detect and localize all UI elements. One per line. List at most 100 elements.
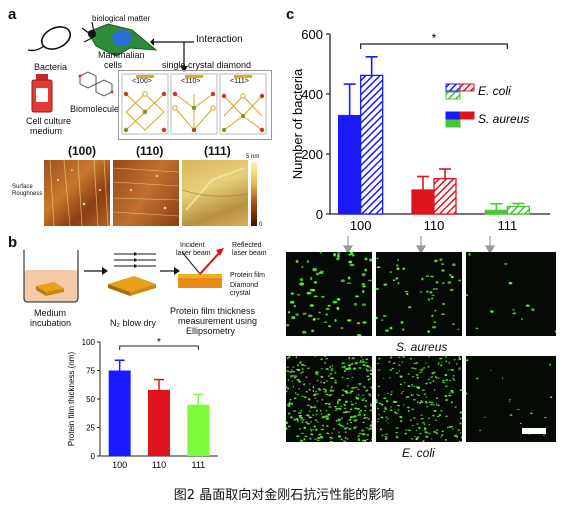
micrograph-s-aureus-111 <box>466 252 556 336</box>
incubation-label: incubation <box>30 318 72 328</box>
cell-culture-label: Cell culture <box>26 116 72 126</box>
bacteria-dots <box>466 359 553 436</box>
crystal-structure-box <box>118 70 272 140</box>
cells-label: cells <box>104 60 123 70</box>
protein-film-label: Protein film <box>230 272 266 279</box>
colorbar-bottom-label: 0 <box>259 222 263 228</box>
y-tick-label: 25 <box>86 424 95 433</box>
orientation-100-label: <100> <box>132 78 152 85</box>
x-tick-label: 100 <box>112 460 127 470</box>
y-tick-label: 0 <box>91 452 96 461</box>
bacteria-dots <box>286 356 372 442</box>
bar-ecoli-111 <box>506 205 530 215</box>
s-aureus-caption: S. aureus <box>396 340 448 354</box>
legend-swatch <box>459 83 475 92</box>
measurement-label-1: Protein film thickness <box>170 306 256 316</box>
beaker-icon <box>23 250 79 303</box>
legend-swatch <box>445 91 461 100</box>
afm-image-110 <box>113 160 179 226</box>
afm-image-100 <box>44 160 110 226</box>
process-arrow-icon-2 <box>160 267 180 275</box>
crystal-label: crystal <box>230 290 251 297</box>
chart-to-image-arrows <box>342 236 496 254</box>
micrograph-e-coli-100 <box>286 356 372 442</box>
y-tick-label: 75 <box>86 367 95 376</box>
bacteria-dots <box>466 253 556 333</box>
reflected-label: Reflected <box>232 242 262 249</box>
interaction-arrow-icon <box>150 38 194 72</box>
ellipsometry-icon <box>178 248 224 288</box>
bar-110 <box>148 389 170 456</box>
y-tick-label: 600 <box>301 27 323 42</box>
significance-star: * <box>432 31 437 45</box>
bacteria-label: Bacteria <box>34 62 68 72</box>
single-crystal-diamond-label: single crystal diamond <box>162 60 252 70</box>
medium-label: medium <box>30 126 63 136</box>
legend-swatch <box>459 111 475 120</box>
x-tick-label: 110 <box>424 218 445 233</box>
roughness-label: Roughness <box>12 191 43 197</box>
colorbar-top-label: 5 nm <box>246 154 260 160</box>
process-arrow-icon <box>84 267 108 275</box>
n2-blow-dry-label: N₂ blow dry <box>110 318 157 328</box>
e-coli-caption: E. coli <box>402 446 435 460</box>
biomolecule-icon <box>78 71 114 97</box>
bacteria-dots <box>286 252 372 336</box>
biomolecule-label: Biomolecule <box>70 104 120 114</box>
laser-beam-label-1: laser beam <box>176 250 211 257</box>
panel-c-letter: c <box>286 6 295 23</box>
y-tick-label: 50 <box>86 395 95 404</box>
x-tick-label: 100 <box>350 218 372 233</box>
bar-saureus-100 <box>338 114 362 215</box>
y-axis-label: Protein film thickness (nm) <box>67 352 76 447</box>
mammalian-label: Mammalian <box>98 50 145 60</box>
interaction-label: Interaction <box>196 34 243 45</box>
y-tick-label: 400 <box>301 87 323 102</box>
legend-label: S. aureus <box>478 112 529 126</box>
mammalian-cells-icon <box>81 21 158 57</box>
afm-110-label: (110) <box>136 144 164 158</box>
legend-swatch <box>445 119 461 128</box>
x-tick-label: 110 <box>152 460 166 470</box>
laser-beam-label-2: laser beam <box>232 250 267 257</box>
protein-thickness-chart: 0 25 50 75 100 100 110 111 * Protein film thickne… <box>67 337 218 470</box>
bacteria-dots <box>376 257 461 333</box>
legend-label: E. coli <box>478 84 511 98</box>
afm-100-label: (100) <box>68 144 97 158</box>
bacteria-count-chart: 0 200 400 600 100 110 111 * Number of bacteria E.… <box>290 27 550 233</box>
medium-label-b: Medium <box>34 308 67 318</box>
bar-saureus-111 <box>484 209 508 215</box>
significance-star: * <box>157 337 161 348</box>
micrograph-e-coli-110 <box>376 356 462 442</box>
measurement-label-2: measurement using <box>178 316 258 326</box>
significance-bracket <box>119 345 199 350</box>
biological-matter-label: biological matter <box>92 14 151 23</box>
panel-b-letter: b <box>8 234 18 251</box>
legend-swatch <box>445 83 461 92</box>
scale-bar <box>522 428 546 434</box>
legend-swatch <box>445 111 461 120</box>
culture-bottle-icon <box>31 74 53 113</box>
afm-111-label: (111) <box>204 144 231 158</box>
orientation-111-label: <111> <box>230 78 249 85</box>
bar-saureus-110 <box>411 189 435 215</box>
bar-ecoli-100 <box>360 74 384 215</box>
y-tick-label: 0 <box>316 207 323 222</box>
y-tick-label: 100 <box>82 338 96 347</box>
figure-caption: 图2 晶面取向对金刚石抗污性能的影响 <box>173 488 395 503</box>
blow-dry-icon <box>108 252 156 296</box>
x-tick-label: 111 <box>191 460 205 470</box>
bacteria-dots <box>376 356 462 442</box>
incident-label: Incident <box>180 242 205 249</box>
measurement-label-3: Ellipsometry <box>186 326 236 336</box>
x-tick-label: 111 <box>497 218 517 233</box>
bar-ecoli-110 <box>433 177 457 215</box>
y-tick-label: 200 <box>301 147 323 162</box>
diamond-label: Diamond <box>230 282 259 289</box>
orientation-110-label: <110> <box>181 78 201 85</box>
bar-111 <box>187 404 210 456</box>
micrograph-s-aureus-110 <box>376 252 462 336</box>
crystal-lattice-icon <box>121 73 267 135</box>
micrograph-s-aureus-100 <box>286 252 372 336</box>
significance-bracket <box>360 43 508 49</box>
